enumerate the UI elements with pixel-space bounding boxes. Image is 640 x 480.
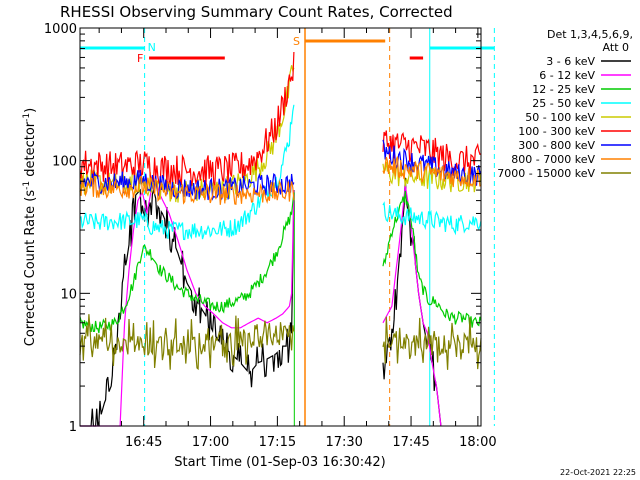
series-line xyxy=(382,191,482,328)
x-tick-label: 17:45 xyxy=(392,435,429,450)
legend-header-1: Det 1,3,4,5,6,9, xyxy=(547,28,633,41)
series-line xyxy=(382,156,482,188)
legend-entry-label: 50 - 100 keV xyxy=(525,111,595,124)
legend-entry-label: 12 - 25 keV xyxy=(532,83,595,96)
series-line xyxy=(79,104,295,241)
y-axis-label-exp-2: -1 xyxy=(22,113,32,122)
x-tick-label: 17:00 xyxy=(192,435,229,450)
legend-entry-label: 3 - 6 keV xyxy=(546,55,595,68)
x-axis-label: Start Time (01-Sep-03 16:30:42) xyxy=(174,455,385,470)
y-tick-label: 100 xyxy=(52,155,77,170)
series-line xyxy=(382,185,442,427)
series-4 xyxy=(79,65,482,203)
x-tick-label: 17:15 xyxy=(259,435,296,450)
night-bar-label: N xyxy=(148,41,156,54)
series-layer xyxy=(79,51,482,427)
generation-timestamp: 22-Oct-2021 22:25 xyxy=(560,468,636,477)
y-axis-label-part-2: detector xyxy=(23,121,38,181)
legend-entry-label: 25 - 50 keV xyxy=(532,97,595,110)
x-tick-label: 18:00 xyxy=(459,435,496,450)
series-line xyxy=(79,192,295,334)
legend-entry-label: 800 - 7000 keV xyxy=(511,153,595,166)
series-0 xyxy=(80,177,442,427)
saa-bar-label: S xyxy=(293,35,300,48)
y-axis-label-part-1: Corrected Count Rate (s xyxy=(23,190,38,347)
y-tick-label: 10 xyxy=(60,287,77,302)
y-axis-label: Corrected Count Rate (s-1 detector-1) xyxy=(22,108,38,346)
series-5 xyxy=(79,51,482,186)
legend-entry-label: 300 - 800 keV xyxy=(518,139,595,152)
chart-title: RHESSI Observing Summary Count Rates, Co… xyxy=(60,3,453,21)
x-tick-label: 17:30 xyxy=(325,435,362,450)
series-line xyxy=(80,179,295,427)
flare-bar-label: F xyxy=(137,52,143,65)
legend-entry-label: 6 - 12 keV xyxy=(539,69,595,82)
x-tick-label: 16:45 xyxy=(125,435,162,450)
series-line xyxy=(79,169,295,201)
plot-frame xyxy=(79,27,482,427)
legend-header-2: Att 0 xyxy=(603,41,629,54)
y-axis-label-exp-1: -1 xyxy=(22,181,32,190)
series-7 xyxy=(79,156,482,205)
y-tick-label: 1 xyxy=(69,420,77,435)
series-2 xyxy=(79,191,482,334)
y-tick-label: 1000 xyxy=(44,22,77,37)
axes-layer: 1 10 100 1000 16:45 17:00 17:15 17:30 17:45 18:00 xyxy=(44,22,497,450)
series-8 xyxy=(79,314,482,371)
annotation-layer: NF S xyxy=(79,28,495,426)
legend-entry-label: 7000 - 15000 keV xyxy=(497,167,595,180)
series-line xyxy=(382,130,482,176)
series-line xyxy=(382,201,482,236)
y-axis-label-part-3: ) xyxy=(23,108,38,113)
series-line xyxy=(382,316,482,370)
legend-entry-label: 100 - 300 keV xyxy=(518,125,595,138)
series-3 xyxy=(79,104,482,241)
series-line xyxy=(79,314,295,371)
series-line xyxy=(79,51,295,186)
series-line xyxy=(79,175,295,205)
series-line xyxy=(80,187,295,427)
